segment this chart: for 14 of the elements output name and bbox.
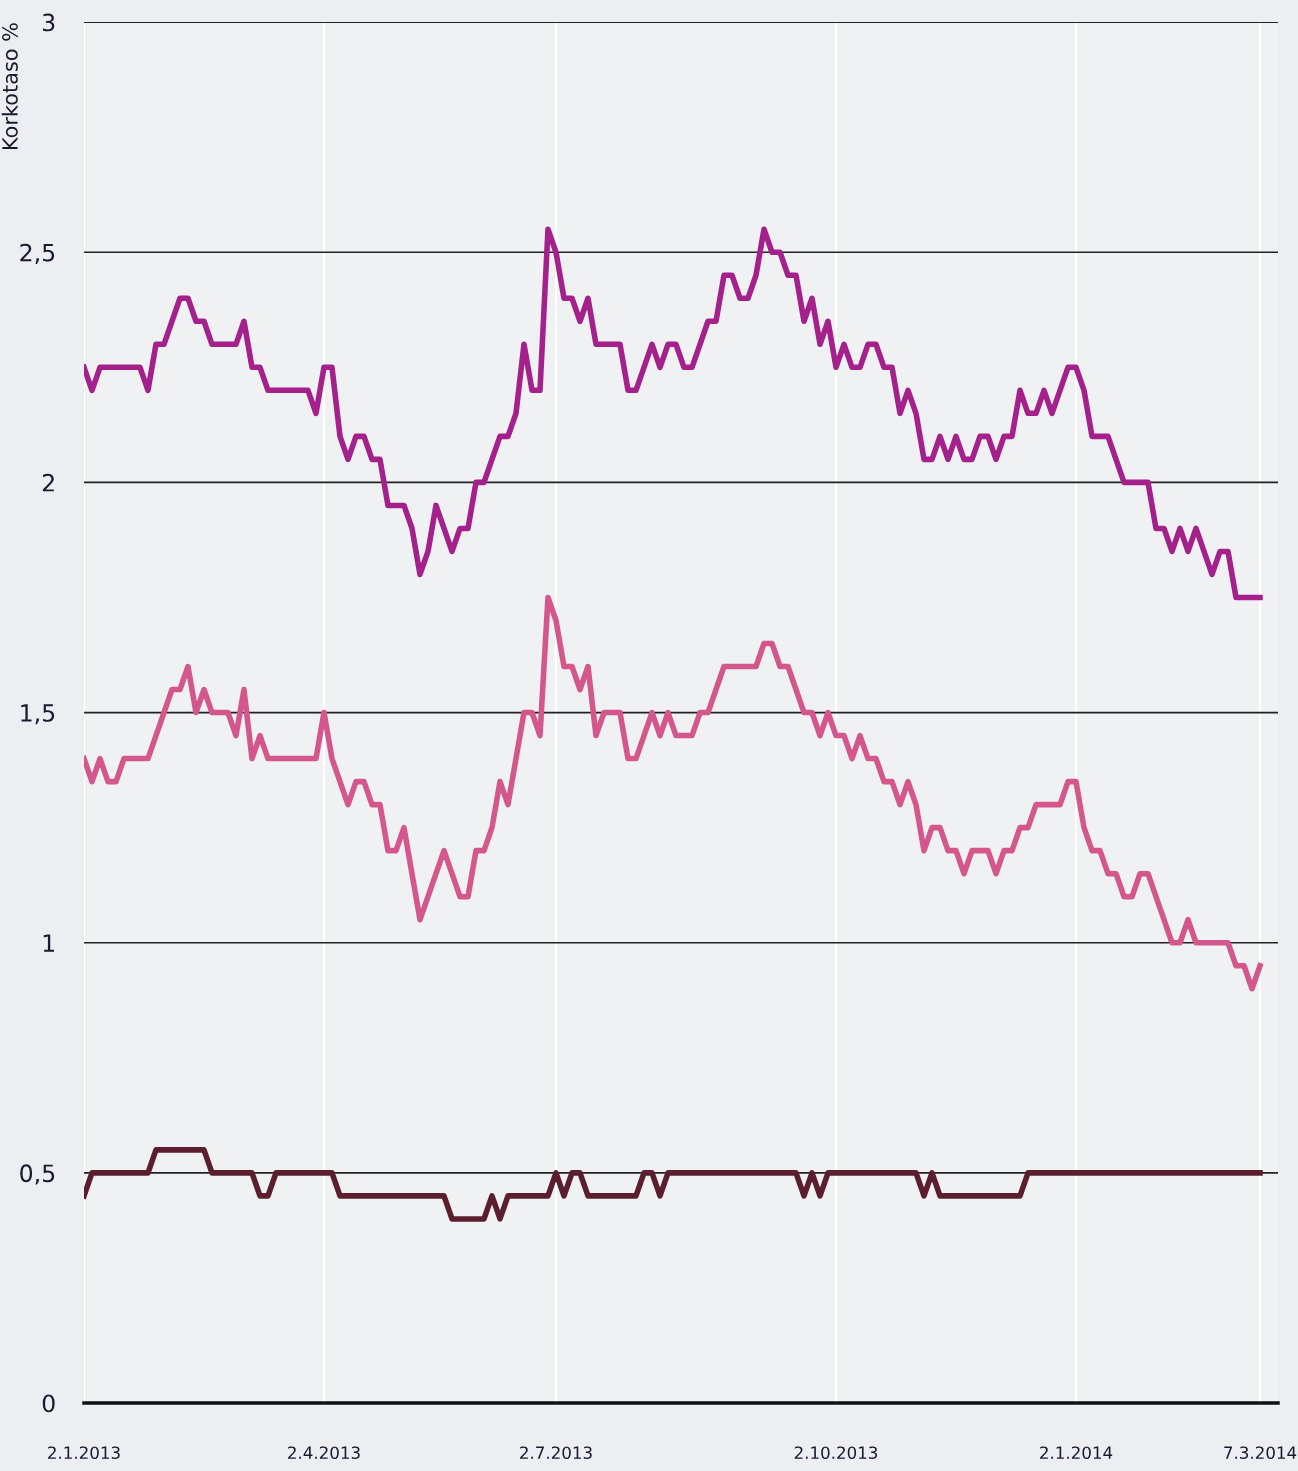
x-tick-label: 2.1.2014 — [1040, 1446, 1113, 1459]
y-tick-label: 0 — [42, 1394, 55, 1413]
y-tick-label: 1,5 — [21, 704, 55, 725]
x-tick-label: 2.4.2013 — [288, 1446, 360, 1459]
x-tick-label: 2.1.2013 — [48, 1446, 120, 1459]
y-tick-label: 3 — [42, 13, 55, 32]
x-tick-label: 2.7.2013 — [520, 1446, 592, 1459]
y-tick-label: 1 — [43, 934, 55, 952]
x-tick-label: 7.3.2014 — [1224, 1446, 1297, 1459]
y-axis-title: Korkotaso % — [1, 23, 18, 149]
y-tick-label: 2,5 — [20, 243, 55, 264]
y-tick-label: 2 — [42, 473, 54, 492]
x-tick-label: 2.10.2013 — [794, 1446, 878, 1459]
y-tick-label: 0,5 — [20, 1164, 55, 1185]
